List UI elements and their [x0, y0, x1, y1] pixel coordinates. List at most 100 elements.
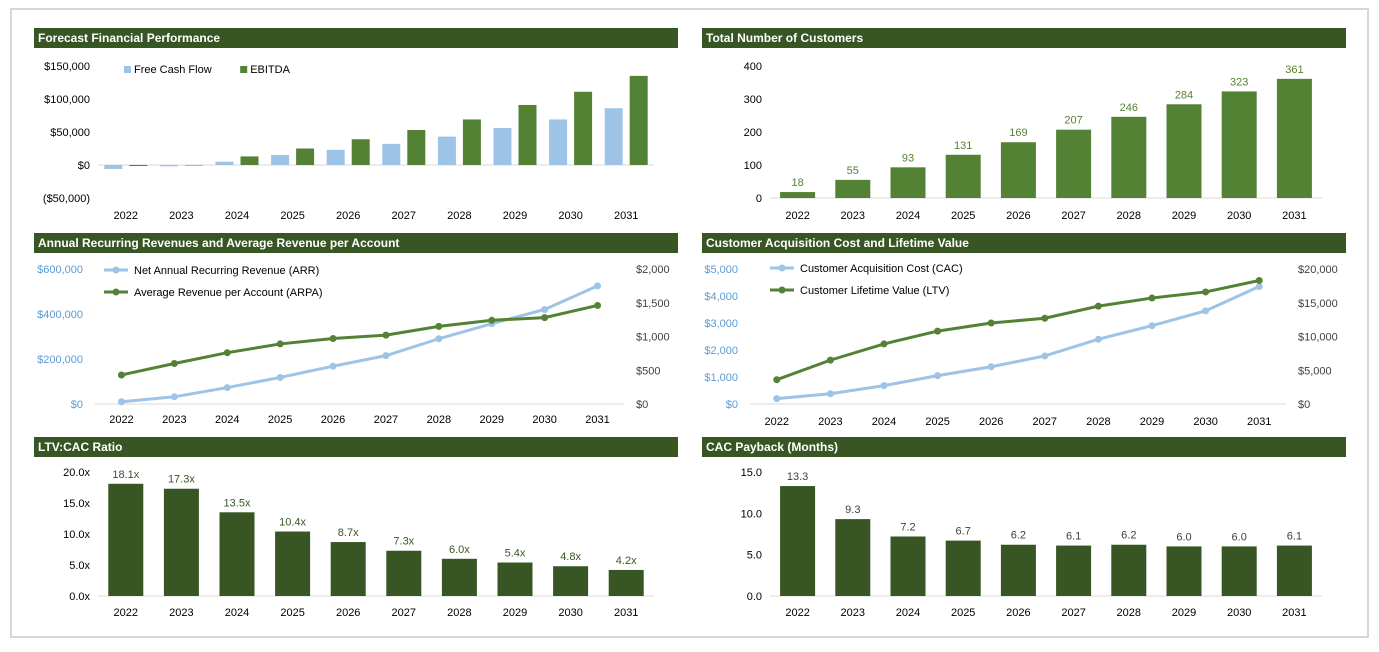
x-tick-label: 2026 — [321, 414, 345, 426]
x-tick-label: 2026 — [336, 607, 360, 619]
data-point — [594, 301, 602, 309]
bar-ebitda — [629, 75, 648, 165]
data-point — [880, 382, 888, 390]
x-tick-label: 2030 — [1193, 416, 1217, 428]
data-label: 93 — [902, 152, 914, 164]
data-point — [329, 362, 337, 370]
bar-value — [1056, 545, 1092, 596]
data-point — [1255, 276, 1263, 284]
data-point — [1255, 283, 1263, 291]
data-point — [223, 349, 231, 357]
customers-chart: 400 300 200 100 0 2022 2023 2024 2025 2026 2027 202… — [744, 61, 1322, 222]
bar-value — [608, 569, 644, 596]
y-left-tick-label: $1,000 — [704, 372, 738, 384]
data-point — [382, 352, 390, 360]
y-tick-label: $0 — [78, 160, 90, 172]
x-tick-label: 2026 — [1006, 607, 1030, 619]
bar-ebitda — [296, 148, 315, 165]
data-label: 4.2x — [616, 555, 637, 567]
bar-value — [1276, 78, 1312, 198]
y-tick-label: $50,000 — [50, 127, 90, 139]
data-point — [1041, 314, 1049, 322]
x-tick-label: 2023 — [162, 414, 186, 426]
series-line — [776, 279, 1260, 382]
x-tick-label: 2026 — [336, 210, 360, 222]
bar-value — [835, 519, 871, 596]
x-tick-label: 2023 — [818, 416, 842, 428]
data-label: 169 — [1009, 127, 1027, 139]
y-left-tick-label: $200,000 — [37, 354, 83, 366]
data-label: 5.4x — [505, 548, 526, 560]
bar-ebitda — [518, 104, 537, 165]
x-tick-label: 2031 — [1247, 416, 1271, 428]
x-tick-label: 2025 — [925, 416, 949, 428]
x-tick-label: 2028 — [427, 414, 451, 426]
legend-swatch — [124, 66, 131, 73]
bar-ebitda — [351, 139, 370, 165]
x-tick-label: 2029 — [480, 414, 504, 426]
x-tick-label: 2031 — [585, 414, 609, 426]
y-tick-label: 200 — [744, 127, 762, 139]
data-point — [488, 316, 496, 324]
bar-value — [780, 192, 816, 198]
chart-title: Customer Acquisition Cost and Lifetime V… — [702, 233, 1346, 253]
data-point — [1148, 294, 1156, 302]
y-right-tick-label: $0 — [636, 399, 648, 411]
data-point — [1094, 302, 1102, 310]
data-label: 17.3x — [168, 474, 195, 486]
x-tick-label: 2026 — [979, 416, 1003, 428]
data-point — [223, 384, 231, 392]
x-tick-label: 2022 — [785, 607, 809, 619]
data-label: 6.0x — [449, 544, 470, 556]
data-label: 18 — [791, 177, 803, 189]
bar-value — [1000, 142, 1036, 198]
data-label: 18.1x — [112, 469, 139, 481]
data-point — [594, 282, 602, 290]
data-label: 9.3 — [845, 504, 860, 516]
y-tick-label: 10.0x — [63, 529, 90, 541]
x-tick-label: 2027 — [392, 607, 416, 619]
y-right-tick-label: $20,000 — [1298, 264, 1338, 276]
data-label: 131 — [954, 140, 972, 152]
x-tick-label: 2030 — [1227, 210, 1251, 222]
x-tick-label: 2029 — [1140, 416, 1164, 428]
data-label: 323 — [1230, 76, 1248, 88]
data-point — [773, 376, 781, 384]
x-tick-label: 2024 — [896, 210, 920, 222]
y-tick-label: ($50,000) — [43, 193, 90, 205]
data-point — [987, 319, 995, 327]
panel-arr: Annual Recurring Revenues and Average Re… — [34, 233, 678, 433]
legend-marker — [778, 286, 786, 294]
bar-ebitda — [574, 91, 593, 165]
x-tick-label: 2027 — [1033, 416, 1057, 428]
bar-value — [1056, 129, 1092, 198]
x-tick-label: 2024 — [225, 607, 249, 619]
data-point — [276, 340, 284, 348]
x-tick-label: 2030 — [558, 607, 582, 619]
y-tick-label: 10.0 — [741, 508, 762, 520]
x-tick-label: 2027 — [1061, 210, 1085, 222]
x-tick-label: 2022 — [785, 210, 809, 222]
bar-value — [108, 483, 144, 596]
y-left-tick-label: $3,000 — [704, 318, 738, 330]
data-point — [934, 372, 942, 380]
panel-payback: CAC Payback (Months) 15.0 10.0 5.0 0.0 2022 2… — [702, 437, 1346, 633]
x-tick-label: 2028 — [1117, 607, 1141, 619]
y-tick-label: 5.0x — [69, 560, 90, 572]
data-point — [329, 335, 337, 343]
bar-free-cash-flow — [493, 128, 512, 165]
bar-value — [1166, 104, 1202, 198]
data-point — [826, 356, 834, 364]
x-tick-label: 2029 — [503, 607, 527, 619]
x-tick-label: 2022 — [109, 414, 133, 426]
y-right-tick-label: $0 — [1298, 399, 1310, 411]
bar-free-cash-flow — [271, 155, 290, 165]
y-right-tick-label: $1,500 — [636, 298, 670, 310]
x-tick-label: 2027 — [374, 414, 398, 426]
ltvcac-chart: 20.0x 15.0x 10.0x 5.0x 0.0x 2022 2023 2024 2025 2… — [63, 467, 654, 619]
data-label: 6.1 — [1287, 531, 1302, 543]
x-tick-label: 2030 — [532, 414, 556, 426]
series-line — [121, 303, 598, 377]
y-left-tick-label: $0 — [726, 399, 738, 411]
x-tick-label: 2024 — [225, 210, 249, 222]
